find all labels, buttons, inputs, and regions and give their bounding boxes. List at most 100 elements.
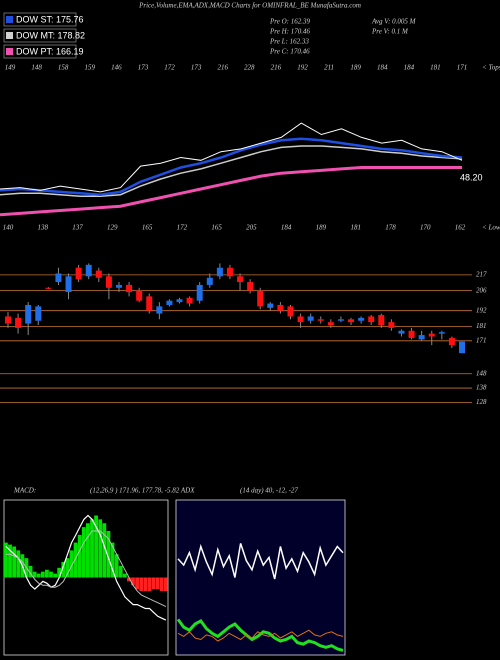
candle-body [297, 316, 304, 323]
candle-body [237, 276, 244, 283]
legend-swatch [6, 32, 13, 39]
price-line [0, 166, 462, 217]
legend-box [3, 28, 77, 43]
low-label: 137 [72, 224, 83, 232]
top-label: 192 [297, 64, 308, 72]
low-label: 178 [385, 224, 396, 232]
macd-bar [81, 527, 86, 578]
candle-body [105, 276, 112, 288]
candle-body [65, 276, 72, 293]
low-label: 165 [211, 224, 222, 232]
prev-close: Pre C: 170.46 [269, 48, 310, 56]
macd-bar [16, 550, 21, 578]
top-label: 181 [430, 64, 441, 72]
macd-bar [61, 562, 66, 578]
macd-bar [122, 573, 127, 578]
macd-bar [135, 577, 139, 590]
candle-body [438, 332, 445, 334]
top-label: 216 [217, 64, 228, 72]
macd-bar [94, 515, 98, 578]
top-label: 159 [85, 64, 96, 72]
candle-body [348, 319, 355, 323]
candle-body [287, 306, 294, 317]
adx-line [176, 618, 344, 652]
candle-body [267, 303, 274, 308]
top-label: 211 [324, 64, 334, 72]
candle-body [176, 299, 183, 303]
top-label: 146 [111, 64, 122, 72]
macd-bar [131, 577, 135, 586]
macd-bar [53, 573, 57, 578]
legend-label: DOW ST: 175.76 [16, 14, 84, 24]
tops-label: < Tops [482, 64, 500, 72]
avg-volume: Avg V: 0.005 M [371, 18, 417, 26]
candle-body [186, 297, 193, 304]
macd-bar [49, 571, 53, 578]
candle-body [448, 337, 455, 346]
candle-body [408, 330, 415, 338]
lows-label: < Lows [482, 224, 500, 232]
macd-title: MACD: [13, 487, 36, 495]
macd-bar [8, 544, 12, 578]
low-label: 129 [107, 224, 118, 232]
macd-bar [36, 573, 41, 578]
top-label: 171 [457, 64, 468, 72]
last-value: 48.20 [460, 172, 483, 182]
macd-bar [127, 577, 131, 582]
macd-bar [65, 558, 70, 578]
adx-title: (14 day) 40, -12, -27 [240, 487, 298, 495]
legend-swatch [6, 48, 13, 55]
macd-bar [40, 571, 45, 578]
candle-body [398, 330, 405, 334]
candle-body [459, 341, 465, 354]
prev-volume: Pre V: 0.1 M [371, 28, 409, 36]
candle-body [257, 290, 264, 307]
candle-body [226, 267, 233, 277]
page-title: Price,Volume,EMA,ADX,MACD Charts for OMI… [138, 2, 361, 10]
candle-body [146, 296, 153, 311]
prev-high: Pre H: 170.46 [269, 28, 310, 36]
top-label: 149 [5, 64, 16, 72]
legend-swatch [6, 16, 13, 23]
top-label: 228 [244, 64, 255, 72]
candle-body [368, 316, 375, 323]
macd-bar [57, 567, 62, 578]
candle-body [75, 267, 82, 280]
macd-bar [159, 577, 164, 592]
level-label: 181 [476, 322, 487, 330]
macd-bar [28, 565, 33, 578]
price-line [0, 137, 463, 196]
macd-bar [110, 542, 115, 578]
macd-bar [86, 523, 90, 578]
prev-open: Pre O: 162.39 [269, 18, 310, 26]
low-label: 140 [3, 224, 14, 232]
top-label: 173 [191, 64, 202, 72]
candle-body [156, 306, 163, 314]
candle-body [166, 300, 173, 305]
low-label: 184 [281, 224, 292, 232]
low-label: 205 [246, 224, 257, 232]
candle-body [307, 316, 314, 321]
level-label: 192 [476, 306, 487, 314]
top-label: 172 [164, 64, 175, 72]
signal-line [6, 530, 167, 608]
macd-bar [32, 571, 37, 578]
candle-body [15, 317, 22, 328]
adx-line [177, 629, 344, 642]
macd-bar [163, 577, 168, 592]
low-label: 162 [455, 224, 466, 232]
level-label: 206 [476, 286, 487, 294]
candle-body [428, 333, 435, 337]
macd-bar [77, 534, 82, 578]
macd-bar [155, 577, 160, 590]
legend-box [3, 12, 77, 27]
candle-body [206, 277, 213, 285]
level-label: 171 [476, 336, 487, 344]
candle-body [337, 319, 344, 321]
macd-bar [90, 519, 94, 578]
adx-line [177, 543, 344, 580]
macd-bar [4, 542, 8, 578]
legend-box [3, 44, 77, 59]
legend-label: DOW MT: 178.82 [16, 30, 85, 40]
